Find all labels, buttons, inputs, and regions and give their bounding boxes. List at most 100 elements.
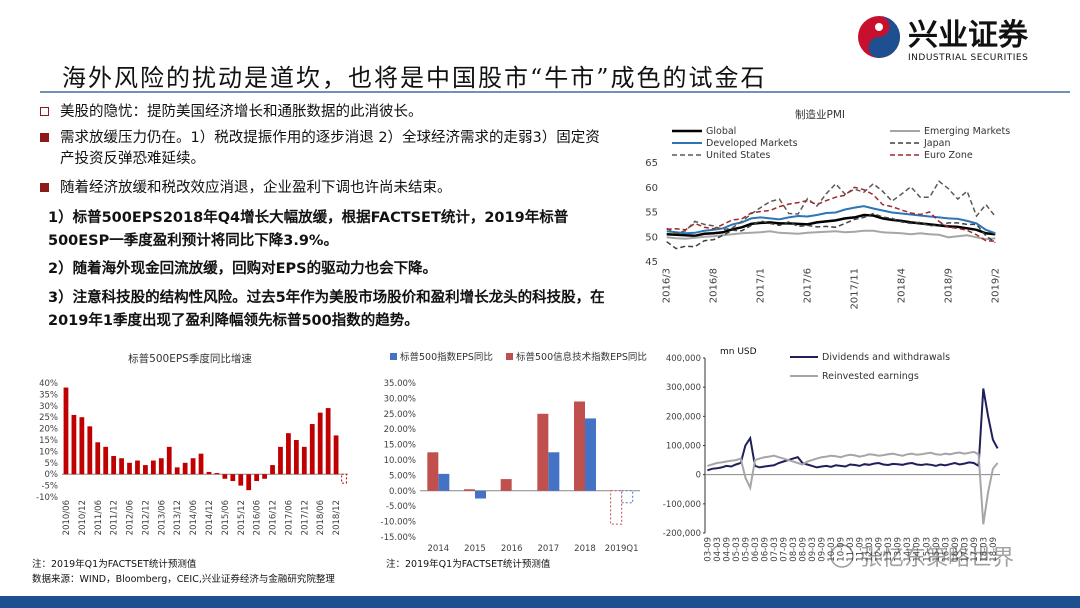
y-tick-label: 45	[645, 257, 658, 268]
y-tick-label: 30.00%	[384, 394, 416, 404]
y-tick-label: 35%	[39, 390, 58, 400]
x-tick-label: 2014	[428, 544, 450, 554]
x-tick-label: 2017/6	[803, 268, 814, 303]
bar	[309, 424, 315, 475]
bullet-marker	[40, 183, 49, 192]
bar	[143, 465, 148, 475]
y-tick-label: -5.00%	[386, 502, 416, 512]
series-line	[666, 205, 996, 235]
x-tick-label: 2019Q1	[605, 544, 639, 554]
bar	[341, 473, 347, 484]
x-tick-label: 2016/12	[269, 500, 279, 535]
bar	[537, 413, 549, 491]
x-tick-label: 2015/06	[221, 500, 231, 535]
y-tick-label: 400,000	[666, 354, 701, 364]
legend-label: United States	[706, 150, 770, 161]
paragraph: 3）注意科技股的结构性风险。过去5年作为美股市场股价和盈利增长龙头的科技股，在2…	[48, 290, 605, 329]
x-tick-label: 2015	[464, 544, 486, 554]
legend-label: Euro Zone	[924, 150, 973, 161]
bar	[119, 458, 124, 475]
x-tick-label: 2017/12	[300, 500, 310, 535]
x-tick-label: 18-03	[979, 537, 989, 562]
bar	[333, 435, 339, 475]
bar	[286, 433, 291, 475]
logo-english: INDUSTRIAL SECURITIES	[908, 53, 1028, 63]
bar	[206, 471, 212, 475]
y-tick-label: 65	[645, 158, 658, 169]
bar	[262, 474, 267, 479]
bar	[246, 474, 252, 491]
bar	[79, 417, 85, 475]
x-tick-label: 15-03	[922, 537, 932, 562]
legend-label: Developed Markets	[706, 138, 798, 149]
bar	[103, 446, 109, 475]
x-tick-label: 2018/12	[332, 500, 342, 535]
x-tick-label: 2011/06	[94, 500, 104, 535]
bar	[325, 408, 331, 475]
x-tick-label: 16-03	[941, 537, 951, 562]
y-tick-label: -15.00%	[381, 533, 416, 543]
x-tick-label: 08-09	[799, 537, 809, 562]
paragraph: 2）随着海外现金回流放缓，回购对EPS的驱动力也会下降。	[48, 261, 438, 277]
x-tick-label: 2017/06	[284, 500, 294, 535]
bar	[427, 452, 439, 491]
bullet-marker	[40, 107, 49, 116]
x-tick-label: 2014/06	[189, 500, 199, 535]
legend-label: 标普500指数EPS同比	[400, 351, 493, 363]
slide-title: 海外风险的扰动是道坎，也将是中国股市“牛市”成色的试金石	[62, 64, 767, 92]
bar	[548, 452, 560, 491]
bar	[71, 414, 77, 475]
watermark-icon	[830, 544, 854, 568]
y-tick-label: 100,000	[666, 442, 701, 452]
y-tick-label: 10%	[39, 447, 58, 457]
x-tick-label: 09-09	[818, 537, 828, 562]
bar	[174, 467, 180, 475]
bullet: 美股的隐忧：提防美国经济增长和通胀数据的此消彼长。	[40, 102, 610, 123]
bar	[198, 453, 204, 475]
x-tick-label: 2017	[538, 544, 560, 554]
bar	[475, 490, 486, 499]
x-tick-label: 2016/06	[253, 500, 263, 535]
x-tick-label: 2018	[574, 544, 596, 554]
x-tick-label: 12-09	[875, 537, 885, 562]
x-tick-label: 2014/12	[205, 500, 215, 535]
bullet: 需求放缓压力仍在。1）税改提振作用的逐步消退 2）全球经济需求的走弱3）固定资产…	[40, 128, 610, 170]
bar	[127, 462, 132, 475]
bar	[87, 426, 93, 475]
legend-label: Dividends and withdrawals	[822, 352, 950, 363]
x-tick-label: 04-03	[713, 537, 723, 562]
bar	[270, 465, 275, 475]
x-tick-label: 2019/2	[990, 268, 1001, 303]
bar	[585, 418, 596, 491]
x-tick-label: 10-03	[827, 537, 837, 562]
y-tick-label: 200,000	[666, 412, 701, 422]
y-tick-label: 60	[645, 183, 658, 194]
legend-label: Global	[706, 126, 736, 137]
bar	[574, 401, 585, 491]
x-tick-label: 07-09	[780, 537, 790, 562]
y-tick-label: -200,000	[663, 529, 701, 539]
bar	[158, 458, 164, 475]
series-line	[666, 212, 996, 250]
y-tick-label: 30%	[39, 402, 58, 412]
x-tick-label: 16-09	[951, 537, 961, 562]
y-tick-label: 300,000	[666, 383, 701, 393]
x-tick-label: 10-09	[837, 537, 847, 562]
series-line	[707, 450, 999, 525]
x-tick-label: 2017/11	[849, 268, 860, 310]
x-tick-label: 2016	[501, 544, 523, 554]
x-tick-label: 2018/9	[943, 268, 954, 303]
bullet-text: 随着经济放缓和税改效应消退，企业盈利下调也许尚未结束。	[60, 180, 452, 196]
legend-swatch	[390, 353, 397, 360]
bar	[500, 479, 512, 491]
x-tick-label: 2013/12	[173, 500, 183, 535]
y-tick-label: 5.00%	[389, 471, 416, 481]
bar	[464, 489, 475, 491]
bar	[111, 455, 117, 475]
bar	[610, 490, 623, 525]
y-tick-label: 5%	[45, 459, 59, 469]
x-tick-label: 14-09	[913, 537, 923, 562]
x-tick-label: 2010/12	[78, 500, 88, 535]
footer-bar	[0, 596, 1080, 608]
